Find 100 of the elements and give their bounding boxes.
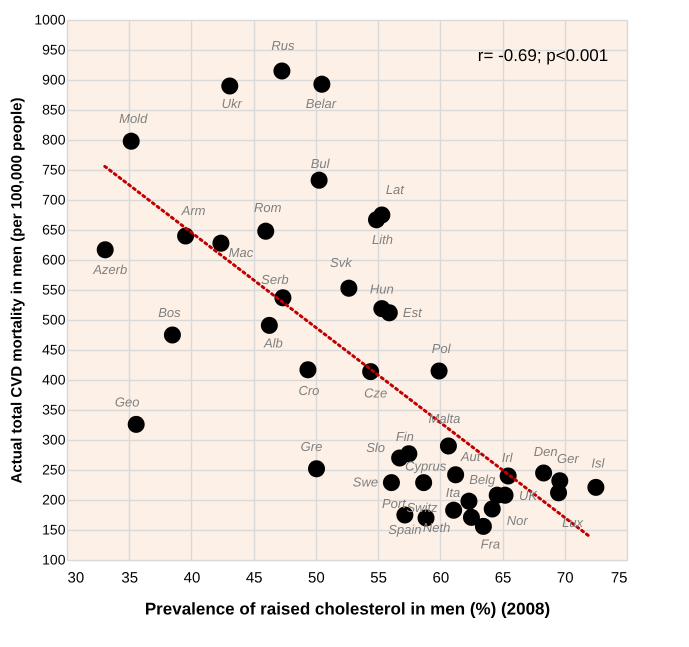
annotation: Lat	[386, 182, 406, 197]
y-tick-label: 700	[42, 192, 66, 208]
point	[587, 478, 604, 496]
annotation: Lith	[372, 232, 393, 247]
y-tick-label: 400	[42, 372, 66, 388]
x-tick-label: 75	[610, 570, 628, 586]
annotation: Isl	[591, 455, 606, 470]
y-tick-label: 450	[42, 342, 66, 358]
point	[313, 76, 330, 93]
y-tick-label: 850	[42, 102, 66, 118]
annotation: Fin	[396, 428, 414, 444]
point	[164, 326, 181, 344]
y-tick-label: 300	[42, 432, 66, 448]
annotation: Gre	[300, 438, 322, 454]
y-tick-label: 100	[42, 552, 66, 568]
annotation: Cyprus	[405, 458, 447, 474]
point	[550, 484, 568, 502]
annotation: Aut	[460, 448, 482, 464]
annotation: Geo	[114, 394, 140, 410]
point	[273, 62, 290, 80]
point	[474, 518, 492, 535]
y-tick-label: 900	[42, 72, 66, 88]
point	[447, 466, 464, 484]
annotation: Alb	[262, 335, 283, 350]
x-tick-label: 55	[370, 570, 387, 586]
point	[484, 500, 501, 518]
annotation: Pol	[432, 341, 452, 356]
point	[445, 502, 462, 519]
annotation: Fra	[480, 536, 500, 552]
annotation: Serb	[261, 272, 289, 287]
y-tick-label: 350	[42, 402, 66, 418]
annotation: Nor	[506, 513, 528, 528]
annotation: Bos	[158, 305, 182, 320]
annotation: Est	[402, 304, 424, 320]
y-tick-label: 600	[42, 252, 66, 268]
point	[260, 316, 278, 334]
annotation: Ukr	[222, 96, 243, 111]
annotation: Spain	[388, 522, 422, 537]
y-tick-label: 750	[42, 162, 66, 178]
point	[257, 222, 274, 240]
point	[310, 172, 328, 189]
annotation: Port	[382, 496, 408, 511]
y-tick-label: 550	[42, 282, 66, 298]
point	[415, 474, 432, 492]
annotation: Irl	[502, 450, 514, 465]
point	[368, 211, 386, 228]
annotation: Cze	[364, 386, 388, 401]
point	[122, 132, 140, 150]
annotation: Slo	[366, 440, 386, 455]
annotation: Switz	[406, 500, 438, 515]
annotation: Den	[534, 444, 558, 459]
y-tick-label: 800	[42, 132, 66, 148]
point	[96, 241, 114, 258]
x-tick-label: 40	[184, 570, 200, 586]
annotation: r= -0.69; p<0.001	[478, 46, 608, 65]
x-tick-label: 45	[246, 570, 263, 586]
annotation: Rom	[254, 200, 282, 216]
annotation: Belar	[306, 96, 337, 112]
y-tick-label: 650	[42, 222, 66, 238]
y-tick-label: 200	[42, 492, 66, 508]
y-tick-label: 500	[42, 312, 66, 328]
annotation: Ger	[556, 450, 580, 466]
y-axis-title: Actual total CVD mortality in men (per 100,000 people)	[8, 98, 26, 484]
point	[221, 78, 238, 94]
annotation: Svk	[330, 255, 354, 270]
point	[440, 438, 457, 454]
point	[535, 464, 552, 482]
annotation: Arm	[180, 203, 206, 218]
point	[462, 508, 480, 526]
point	[460, 492, 478, 510]
annotation: Cro	[298, 382, 320, 398]
annotation: Belg	[469, 472, 496, 488]
annotation: UK	[519, 488, 538, 504]
y-tick-label: 150	[42, 522, 66, 538]
x-tick-label: 70	[556, 570, 574, 586]
y-tick-label: 1000	[34, 12, 66, 28]
x-tick-label: 60	[432, 570, 450, 586]
point	[299, 361, 316, 378]
annotation: Swe	[352, 474, 378, 490]
y-tick-label: 950	[42, 42, 66, 58]
x-tick-label: 50	[308, 570, 325, 586]
point	[430, 362, 448, 380]
x-axis-title: Prevalence of raised cholesterol in men (%) (2008)	[144, 600, 550, 618]
x-tick-label: 65	[494, 570, 512, 586]
annotation: Mold	[119, 111, 148, 126]
annotation: Bul	[310, 156, 331, 172]
annotation: Azerb	[92, 262, 128, 277]
y-tick-label: 250	[42, 462, 66, 478]
annotation: Mac	[228, 245, 254, 260]
point	[308, 460, 326, 478]
point	[128, 416, 145, 433]
point	[340, 280, 358, 297]
annotation: Rus	[271, 38, 295, 53]
point	[380, 304, 398, 322]
annotation: Ita	[446, 485, 460, 500]
point	[382, 474, 400, 492]
annotation: Neth	[422, 520, 450, 536]
x-tick-label: 35	[121, 570, 138, 586]
annotation: Hun	[370, 282, 394, 297]
x-tick-label: 30	[68, 570, 84, 586]
